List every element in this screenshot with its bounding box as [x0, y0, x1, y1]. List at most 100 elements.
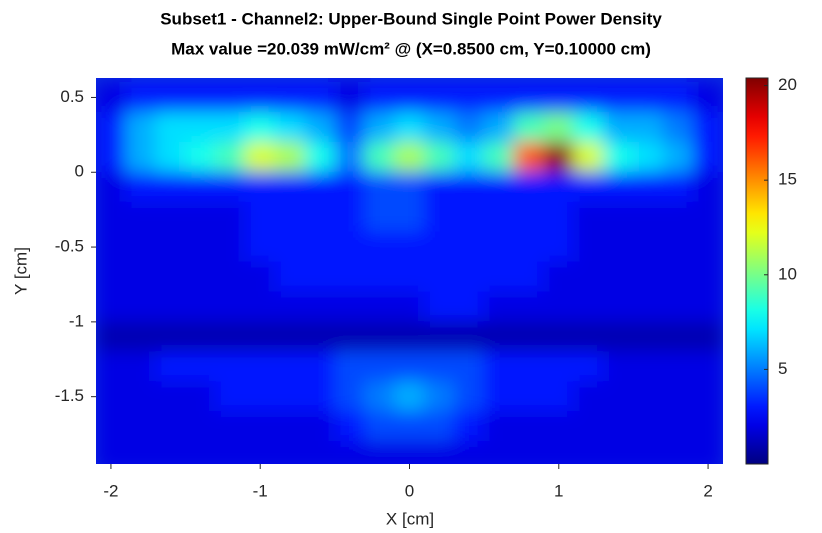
x-tick-label: -2	[103, 481, 118, 500]
heatmap-cell	[662, 201, 694, 233]
heatmap-cell	[513, 81, 545, 113]
heatmap-cell	[394, 441, 425, 464]
heatmap-cell	[96, 231, 127, 263]
heatmap-cell	[155, 171, 187, 203]
heatmap-cell	[96, 291, 127, 323]
heatmap-cell	[423, 411, 455, 443]
heatmap-cell	[573, 171, 605, 203]
heatmap-cell	[185, 291, 216, 323]
heatmap-cell	[573, 441, 605, 464]
heatmap-cell	[662, 291, 694, 323]
heatmap-cell	[214, 351, 246, 383]
heatmap-cell	[214, 381, 246, 413]
heatmap-cell	[304, 141, 336, 173]
heatmap-cell	[96, 261, 127, 293]
heatmap-cell	[453, 321, 485, 353]
heatmap-cell	[543, 381, 575, 413]
heatmap-cell	[632, 171, 664, 203]
heatmap-cell	[125, 351, 157, 383]
heatmap-cell	[96, 351, 127, 383]
heatmap-cell	[483, 231, 515, 263]
heatmap-cell	[603, 171, 634, 203]
heatmap-cell	[513, 441, 545, 464]
heatmap-cell	[185, 321, 216, 353]
heatmap-cell	[214, 201, 246, 233]
heatmap-cell	[423, 441, 455, 464]
heatmap-cell	[125, 441, 157, 464]
heatmap-cell	[185, 111, 216, 143]
heatmap-cell	[214, 261, 246, 293]
heatmap-cell	[543, 171, 575, 203]
heatmap-cell	[214, 411, 246, 443]
heatmap-cell	[692, 81, 723, 113]
heatmap-cell	[662, 351, 694, 383]
heatmap-cell	[632, 81, 664, 113]
heatmap-cell	[214, 441, 246, 464]
heatmap-cell	[483, 321, 515, 353]
heatmap-cell	[244, 201, 276, 233]
heatmap-cell	[364, 81, 396, 113]
heatmap-cells	[96, 81, 723, 464]
heatmap-cell	[453, 351, 485, 383]
heatmap-cell	[394, 231, 425, 263]
heatmap-cell	[185, 141, 216, 173]
heatmap-cell	[453, 81, 485, 113]
heatmap-cell	[603, 441, 634, 464]
heatmap-cell	[423, 291, 455, 323]
heatmap-cell	[214, 291, 246, 323]
heatmap-cell	[543, 351, 575, 383]
heatmap-cell	[632, 141, 664, 173]
heatmap-cell	[543, 201, 575, 233]
heatmap-cell	[662, 81, 694, 113]
heatmap-cell	[334, 321, 366, 353]
heatmap-cell	[394, 171, 425, 203]
heatmap-cell	[603, 261, 634, 293]
heatmap-cell	[513, 411, 545, 443]
heatmap-cell	[394, 141, 425, 173]
heatmap-cell	[364, 201, 396, 233]
heatmap-cell	[125, 111, 157, 143]
heatmap-cell	[125, 231, 157, 263]
heatmap-cell	[185, 81, 216, 113]
heatmap-cell	[274, 111, 306, 143]
heatmap-cell	[632, 321, 664, 353]
heatmap-cell	[394, 261, 425, 293]
heatmap-cell	[304, 111, 336, 143]
heatmap-cell	[632, 201, 664, 233]
heatmap-cell	[155, 111, 187, 143]
colorbar-tick-label: 5	[778, 359, 787, 378]
heatmap-cell	[632, 231, 664, 263]
heatmap-cell	[96, 411, 127, 443]
heatmap-cell	[573, 141, 605, 173]
heatmap-cell	[244, 81, 276, 113]
heatmap-cell	[603, 231, 634, 263]
heatmap-cell	[274, 201, 306, 233]
heatmap-cell	[244, 111, 276, 143]
heatmap-cell	[632, 111, 664, 143]
heatmap-cell	[394, 201, 425, 233]
heatmap-cell	[214, 141, 246, 173]
heatmap-cell	[483, 351, 515, 383]
heatmap-cell	[573, 381, 605, 413]
heatmap-cell	[423, 81, 455, 113]
heatmap-cell	[334, 231, 366, 263]
heatmap-cell	[453, 111, 485, 143]
heatmap-cell	[394, 321, 425, 353]
heatmap-cell	[185, 351, 216, 383]
heatmap-cell	[513, 321, 545, 353]
heatmap-cell	[125, 411, 157, 443]
heatmap-cell	[603, 291, 634, 323]
heatmap-cell	[543, 111, 575, 143]
heatmap-cell	[692, 201, 723, 233]
heatmap-cell	[603, 81, 634, 113]
heatmap-cell	[304, 291, 336, 323]
heatmap-cell	[244, 261, 276, 293]
heatmap-cell	[543, 321, 575, 353]
heatmap-cell	[214, 321, 246, 353]
heatmap-cell	[692, 321, 723, 353]
heatmap-cell	[543, 411, 575, 443]
heatmap-cell	[423, 351, 455, 383]
y-axis-label: Y [cm]	[11, 247, 30, 295]
heatmap-cell	[513, 141, 545, 173]
heatmap-cell	[334, 111, 366, 143]
